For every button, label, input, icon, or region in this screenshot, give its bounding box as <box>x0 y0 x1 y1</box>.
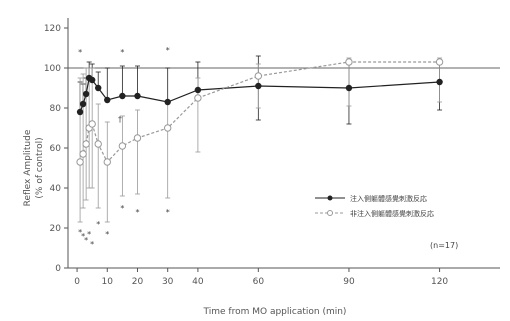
data-point-s1-10 <box>194 94 202 102</box>
data-point-s0-10 <box>194 86 202 94</box>
data-point-s1-4 <box>88 120 96 128</box>
axes: 0 20 40 60 80 100 120 0 10 20 30 40 60 90 120 <box>44 18 500 287</box>
x-tick-label-10: 10 <box>102 277 114 287</box>
significance-star-below-5: * <box>96 220 100 229</box>
data-point-s0-4 <box>88 76 96 84</box>
legend-label-noninjected: 非注入側軀體感覺刺激反応 <box>350 209 434 218</box>
data-point-s0-5 <box>95 84 102 92</box>
significance-star-above-1: * <box>120 48 124 57</box>
legend-marker-noninjected <box>327 210 333 216</box>
data-point-s1-5 <box>94 140 102 148</box>
y-tick-label-20: 20 <box>50 224 62 234</box>
data-point-s0-7 <box>119 92 126 100</box>
significance-star-below-6: * <box>105 230 109 239</box>
legend: 注入側軀體感覺刺激反応 非注入側軀體感覺刺激反応 <box>315 194 434 218</box>
y-axis-title-line2: (% of control) <box>35 137 45 198</box>
y-tick-label-80: 80 <box>50 104 62 114</box>
data-point-s0-13 <box>436 78 443 86</box>
y-tick-label-40: 40 <box>50 184 62 194</box>
data-markers <box>76 58 444 166</box>
significance-star-below-0: * <box>78 228 82 237</box>
data-point-s0-1 <box>79 100 87 108</box>
data-point-s0-11 <box>255 82 262 90</box>
dagger-marker: † <box>118 115 122 124</box>
significance-star-below-9: * <box>166 208 170 217</box>
data-point-s1-9 <box>163 124 172 132</box>
x-tick-label-120: 120 <box>431 277 448 287</box>
significance-star-above-2: * <box>166 46 170 55</box>
data-point-s1-2 <box>82 140 90 148</box>
significance-star-below-1: * <box>81 232 85 241</box>
significance-star-above-0: * <box>78 48 82 57</box>
significance-star-below-8: * <box>135 208 139 217</box>
data-point-s1-13 <box>435 58 444 66</box>
x-tick-label-20: 20 <box>132 277 144 287</box>
data-point-s1-1 <box>79 150 87 158</box>
data-point-s0-2 <box>82 90 90 98</box>
data-point-s0-0 <box>76 108 84 116</box>
data-point-s0-12 <box>345 84 353 92</box>
significance-star-below-7: * <box>120 204 124 213</box>
data-point-s0-8 <box>134 92 141 100</box>
y-tick-label-0: 0 <box>55 264 61 274</box>
significance-star-below-2: * <box>84 236 88 245</box>
x-tick-label-90: 90 <box>343 277 355 287</box>
significance-star-below-4: * <box>90 240 94 249</box>
data-point-s1-0 <box>76 158 84 166</box>
data-point-s1-8 <box>133 134 142 142</box>
y-tick-label-120: 120 <box>44 24 61 34</box>
y-tick-label-100: 100 <box>44 64 61 74</box>
y-axis-title-line1: Reflex Amplitude <box>23 129 33 206</box>
data-point-s1-7 <box>118 142 127 150</box>
significance-markers: * * ** * ****** * * <box>78 46 170 249</box>
x-axis-title: Time from MO application (min) <box>203 307 347 317</box>
significance-star-below-3: * <box>87 230 91 239</box>
x-tick-label-0: 0 <box>74 277 80 287</box>
legend-label-injected: 注入側軀體感覺刺激反応 <box>350 194 427 203</box>
x-tick-label-30: 30 <box>162 277 174 287</box>
sample-size-annotation: (n=17) <box>430 241 458 250</box>
series-line-0 <box>79 77 440 113</box>
legend-marker-injected <box>327 195 333 201</box>
data-point-s0-6 <box>104 96 111 104</box>
x-tick-label-40: 40 <box>192 277 204 287</box>
data-point-s1-12 <box>345 58 353 66</box>
data-point-s0-9 <box>164 98 171 106</box>
data-point-s1-6 <box>103 158 111 166</box>
y-tick-label-60: 60 <box>50 144 62 154</box>
data-point-s1-11 <box>254 72 263 80</box>
x-tick-label-60: 60 <box>253 277 265 287</box>
